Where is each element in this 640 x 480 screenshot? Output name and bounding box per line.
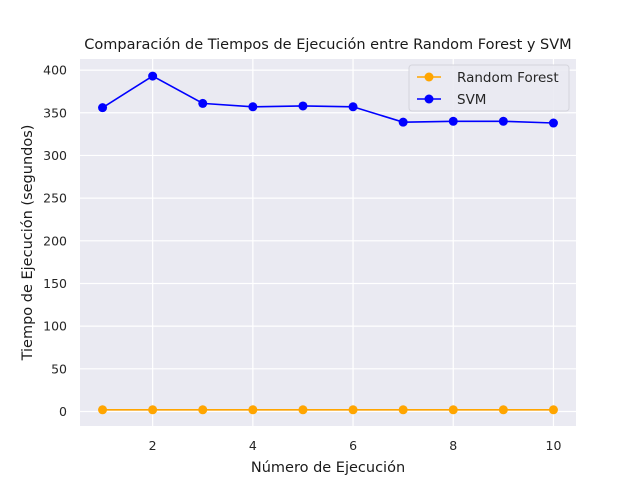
svm-point (298, 101, 308, 111)
x-tick-label: 6 (349, 438, 357, 453)
x-tick-label: 2 (149, 438, 157, 453)
random-forest-point (148, 405, 158, 415)
y-tick-label: 100 (43, 319, 67, 334)
random-forest-point (298, 405, 308, 415)
svm-point (548, 118, 558, 128)
y-axis-label: Tiempo de Ejecución (segundos) (20, 125, 36, 362)
svm-point (198, 98, 208, 108)
random-forest-point (398, 405, 408, 415)
plot-area (80, 59, 576, 426)
random-forest-point (498, 405, 508, 415)
y-tick-label: 50 (51, 361, 67, 376)
y-tick-label: 350 (43, 105, 67, 120)
random-forest-point (98, 405, 108, 415)
random-forest-point (348, 405, 358, 415)
svm-line (102, 75, 554, 124)
grid-lines (80, 59, 576, 426)
y-tick-label: 250 (43, 191, 67, 206)
x-axis-ticks: 2 4 6 8 10 (149, 438, 562, 453)
legend-random-forest-label: Random Forest (457, 70, 559, 86)
svm-point (148, 71, 158, 81)
chart-title: Comparación de Tiempos de Ejecución entr… (84, 37, 571, 53)
random-forest-point (448, 405, 458, 415)
y-tick-label: 400 (43, 63, 67, 78)
x-tick-label: 10 (546, 438, 562, 453)
svm-point (248, 102, 258, 112)
legend-random-forest-swatch-marker (424, 72, 434, 82)
y-tick-label: 300 (43, 148, 67, 163)
series-layer (98, 71, 558, 415)
random-forest-point (548, 405, 558, 415)
y-tick-label: 200 (43, 233, 67, 248)
random-forest-point (248, 405, 258, 415)
random-forest-point (198, 405, 208, 415)
x-tick-label: 4 (249, 438, 257, 453)
x-tick-label: 8 (449, 438, 457, 453)
y-tick-label: 150 (43, 276, 67, 291)
svm-point (448, 116, 458, 126)
legend: Random Forest SVM (408, 64, 570, 112)
svm-point (348, 102, 358, 112)
x-axis-label: Número de Ejecución (251, 460, 405, 476)
legend-svm-label: SVM (457, 92, 486, 108)
legend-box (408, 64, 570, 112)
svm-point (398, 117, 408, 127)
y-axis-ticks: 0 50 100 150 200 250 300 350 400 (43, 63, 67, 419)
legend-svm-swatch-marker (424, 94, 434, 104)
y-tick-label: 0 (59, 404, 67, 419)
svm-point (98, 103, 108, 113)
svm-point (498, 116, 508, 126)
